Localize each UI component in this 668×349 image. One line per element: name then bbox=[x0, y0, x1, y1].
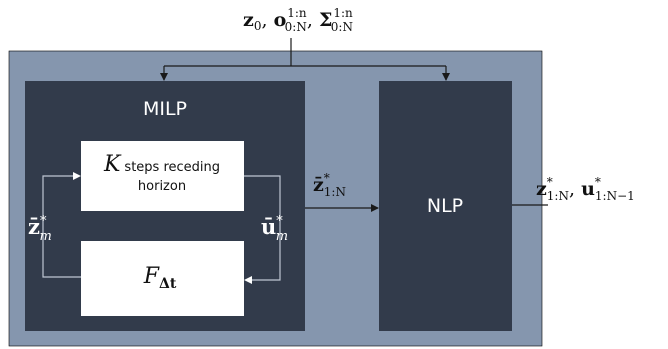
f-delta-t-label: FΔt bbox=[143, 264, 177, 292]
feedback-arrowhead-right bbox=[244, 276, 252, 284]
feedback-loop-right bbox=[244, 175, 281, 281]
receding-horizon-line2: horizon bbox=[138, 179, 186, 194]
zbar-m-label: z̄* m bbox=[28, 214, 52, 244]
feedback-arrowhead-left bbox=[73, 172, 81, 180]
top-input-label: z0, o1:n 0:N, Σ1:n 0:N bbox=[243, 6, 353, 34]
f-delta-t-box bbox=[81, 241, 244, 316]
nlp-block bbox=[379, 81, 512, 331]
nlp-title: NLP bbox=[427, 195, 463, 217]
milp-title: MILP bbox=[143, 98, 187, 120]
milp-to-nlp-label: z̄* 1:N bbox=[313, 171, 346, 199]
feedback-loop-left bbox=[42, 175, 81, 278]
output-label: z* 1:N, u* 1:N−1 bbox=[536, 175, 635, 203]
ubar-m-label: ū* m bbox=[261, 214, 288, 244]
receding-horizon-box bbox=[81, 141, 244, 211]
